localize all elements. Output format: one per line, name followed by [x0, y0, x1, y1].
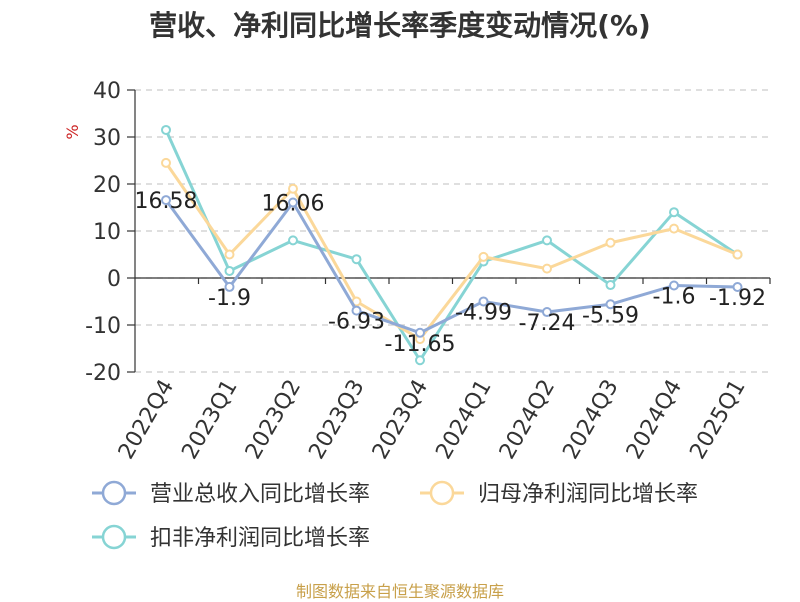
data-point: [351, 305, 362, 316]
data-point: [605, 280, 616, 291]
y-tick-label: -10: [85, 314, 121, 339]
data-point: [415, 355, 425, 366]
y-tick-label: 40: [93, 79, 121, 104]
data-point: [478, 251, 489, 262]
x-tick-label: 2025Q1: [685, 376, 750, 464]
data-point: [605, 299, 616, 310]
axes: [127, 89, 771, 373]
chart-title: 营收、净利同比增长率季度变动情况(%): [149, 9, 651, 42]
data-label: -6.93: [328, 310, 385, 335]
data-label: -1.6: [653, 285, 696, 310]
series-line: [164, 161, 739, 341]
y-axis-unit-label: %: [63, 124, 82, 139]
data-point: [669, 280, 679, 291]
x-tick-label: 2023Q1: [177, 376, 242, 464]
data-point: [669, 207, 679, 218]
x-tick-label: 2023Q2: [241, 376, 306, 464]
data-point: [161, 124, 171, 135]
data-label: -1.9: [208, 286, 251, 311]
series-line: [164, 129, 739, 362]
data-point: [161, 157, 171, 168]
data-point: [478, 296, 489, 307]
data-label: -1.92: [709, 286, 766, 311]
series-layer: [161, 124, 743, 366]
x-tick-label: 2024Q2: [495, 376, 560, 464]
data-point: [542, 263, 552, 274]
data-point: [224, 249, 235, 260]
source-note: 制图数据来自恒生聚源数据库: [295, 582, 504, 601]
legend-marker: [101, 524, 127, 550]
x-tick-label: 2023Q4: [368, 376, 433, 464]
data-label: 16.58: [135, 189, 198, 214]
data-label: -5.59: [582, 303, 639, 328]
data-labels: 16.58 -1.9 16.06 -6.93-11.65 -4.99 -7.24 -5.59…: [135, 189, 766, 357]
data-point: [288, 183, 298, 194]
data-point: [224, 265, 235, 276]
data-point: [669, 223, 679, 234]
x-tick-label: 2024Q1: [431, 376, 496, 464]
legend-label: 扣非净利润同比增长率: [150, 526, 370, 551]
data-point: [161, 195, 171, 206]
y-axis-ticks: 40 30 20 10 0 -10 -20: [85, 79, 121, 386]
data-point: [542, 307, 552, 318]
x-tick-label: 2024Q3: [558, 376, 623, 464]
data-label: -4.99: [455, 300, 512, 325]
data-point: [288, 197, 298, 208]
legend-label: 归母净利润同比增长率: [478, 482, 698, 507]
y-tick-label: 20: [93, 173, 121, 198]
legend-marker: [429, 480, 455, 506]
series-line: [164, 199, 738, 335]
x-tick-label: 2022Q4: [114, 376, 179, 464]
data-point: [415, 327, 425, 338]
data-point: [605, 237, 616, 248]
data-point: [732, 282, 743, 293]
x-tick-label: 2023Q3: [304, 376, 369, 464]
y-tick-label: -20: [85, 361, 121, 386]
legend-label: 营业总收入同比增长率: [150, 482, 370, 507]
x-axis-ticks: 2022Q42023Q12023Q22023Q32023Q42024Q12024…: [114, 376, 751, 464]
data-point: [542, 235, 552, 246]
data-point: [732, 249, 743, 260]
data-point: [288, 235, 298, 246]
y-tick-label: 30: [93, 126, 121, 151]
data-point: [224, 281, 235, 292]
legend-marker: [101, 480, 127, 506]
data-point: [351, 254, 362, 265]
data-label: -11.65: [385, 332, 456, 357]
data-label: -7.24: [519, 311, 576, 336]
y-tick-label: 0: [107, 267, 121, 292]
data-label: 16.06: [262, 192, 325, 217]
y-tick-label: 10: [93, 220, 121, 245]
x-tick-label: 2024Q4: [622, 376, 687, 464]
